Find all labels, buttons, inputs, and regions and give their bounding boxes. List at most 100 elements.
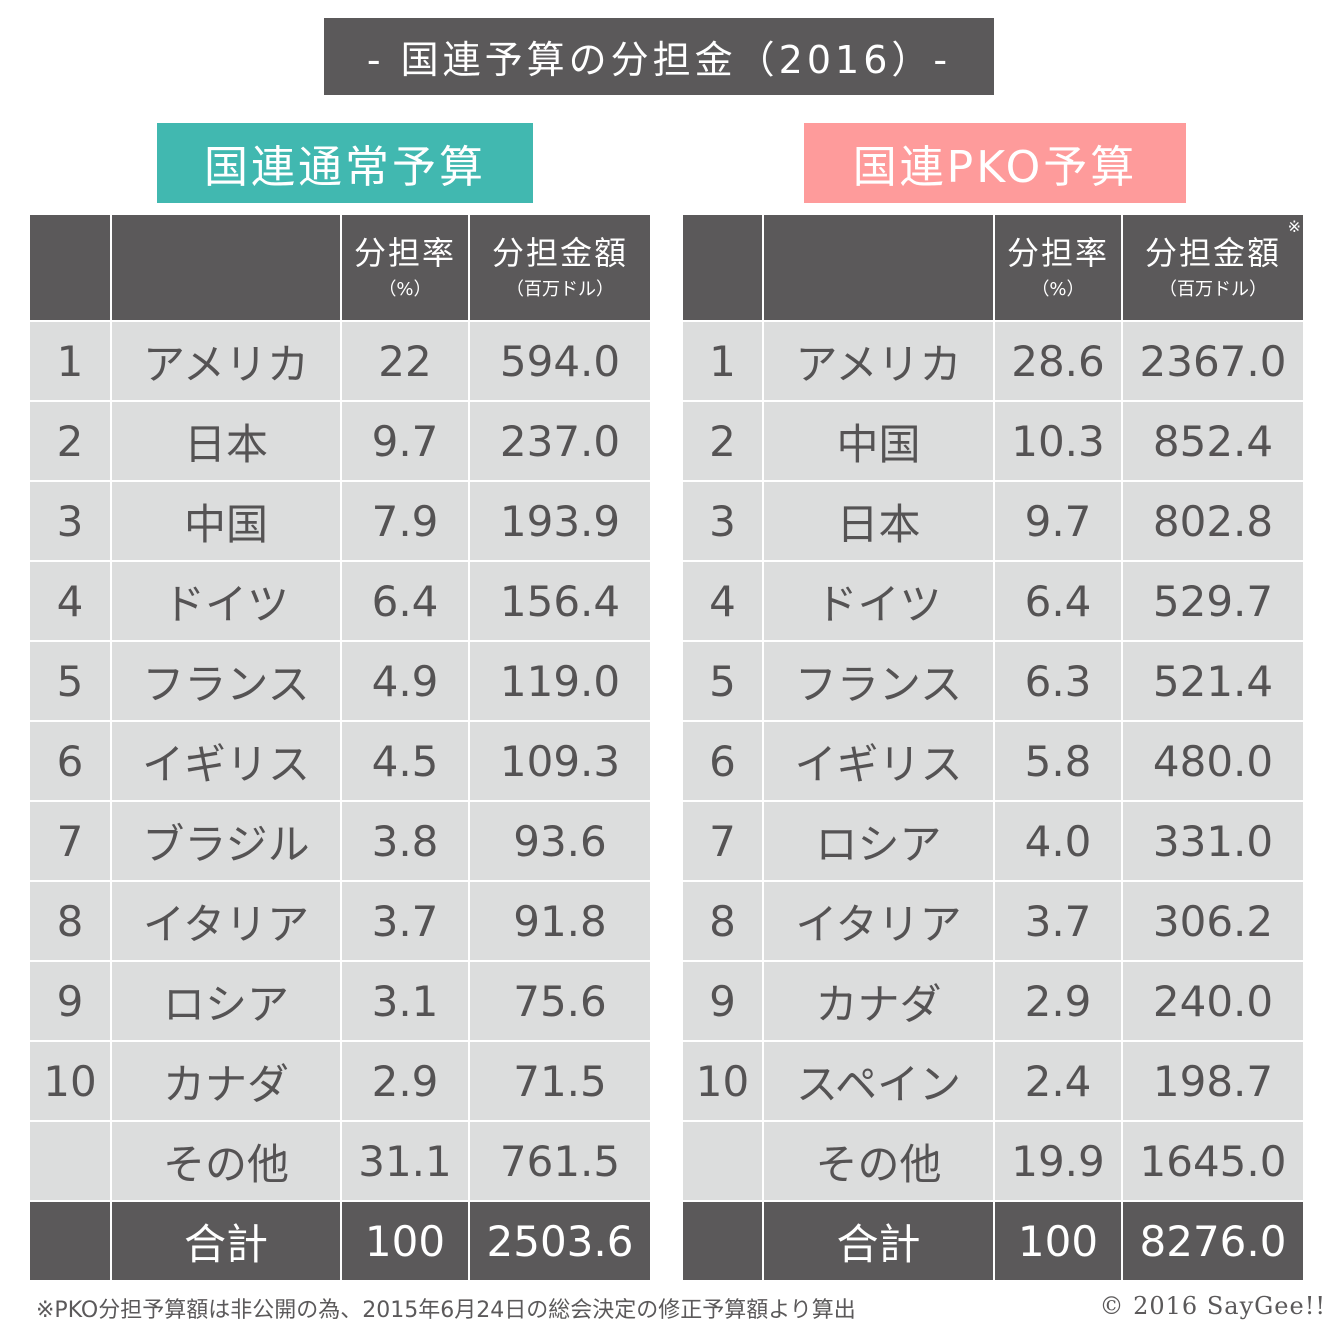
rate: 28.6 <box>995 322 1121 400</box>
rate: 2.9 <box>995 962 1121 1040</box>
rate: 3.7 <box>995 882 1121 960</box>
rank <box>30 1122 110 1200</box>
rank: 3 <box>683 482 762 560</box>
amount: 529.7 <box>1123 562 1303 640</box>
table-row: 6 イギリス 4.5 109.3 <box>30 722 650 800</box>
table-row: 2 中国 10.3 852.4 <box>683 402 1303 480</box>
header-amount-label: 分担金額 <box>1144 233 1281 272</box>
rank: 3 <box>30 482 110 560</box>
rate: 3.8 <box>342 802 468 880</box>
amount: 237.0 <box>470 402 650 480</box>
header-rank-cell <box>683 215 762 320</box>
header-country-cell <box>112 215 340 320</box>
rate: 3.1 <box>342 962 468 1040</box>
pko-budget-title: 国連PKO予算 <box>804 123 1186 203</box>
amount: 240.0 <box>1123 962 1303 1040</box>
country: フランス <box>764 642 993 720</box>
country: アメリカ <box>764 322 993 400</box>
rate: 19.9 <box>995 1122 1121 1200</box>
header-amount-unit: （百万ドル） <box>1159 278 1267 300</box>
table-row: 7 ロシア 4.0 331.0 <box>683 802 1303 880</box>
rank: 4 <box>683 562 762 640</box>
country: その他 <box>764 1122 993 1200</box>
header-rate-label: 分担率 <box>1006 233 1109 272</box>
country: アメリカ <box>112 322 340 400</box>
rank <box>683 1202 762 1280</box>
country: 中国 <box>112 482 340 560</box>
table-row: 8 イタリア 3.7 91.8 <box>30 882 650 960</box>
table-row: 7 ブラジル 3.8 93.6 <box>30 802 650 880</box>
country: 日本 <box>112 402 340 480</box>
amount: 594.0 <box>470 322 650 400</box>
rate: 4.9 <box>342 642 468 720</box>
table-row: 5 フランス 6.3 521.4 <box>683 642 1303 720</box>
rank: 5 <box>30 642 110 720</box>
header-amount-label: 分担金額 <box>491 233 628 272</box>
header-rank-cell <box>30 215 110 320</box>
table-row: 1 アメリカ 28.6 2367.0 <box>683 322 1303 400</box>
header-amount-unit: （百万ドル） <box>506 278 614 300</box>
country: 中国 <box>764 402 993 480</box>
rate: 5.8 <box>995 722 1121 800</box>
table-row: 10 スペイン 2.4 198.7 <box>683 1042 1303 1120</box>
regular-budget-title: 国連通常予算 <box>157 123 533 203</box>
table-row: 6 イギリス 5.8 480.0 <box>683 722 1303 800</box>
footnote-mark: ※ <box>1287 217 1301 236</box>
header-amount-cell: ※ 分担金額 （百万ドル） <box>1123 215 1303 320</box>
rate: 7.9 <box>342 482 468 560</box>
amount: 156.4 <box>470 562 650 640</box>
rate: 9.7 <box>342 402 468 480</box>
amount: 109.3 <box>470 722 650 800</box>
rank: 8 <box>683 882 762 960</box>
country: ドイツ <box>112 562 340 640</box>
rate: 3.7 <box>342 882 468 960</box>
rank: 7 <box>30 802 110 880</box>
total-label: 合計 <box>764 1202 993 1280</box>
table-row: 8 イタリア 3.7 306.2 <box>683 882 1303 960</box>
amount: 331.0 <box>1123 802 1303 880</box>
header-country-cell <box>764 215 993 320</box>
rank: 1 <box>30 322 110 400</box>
rate: 22 <box>342 322 468 400</box>
table-row: 9 ロシア 3.1 75.6 <box>30 962 650 1040</box>
regular-budget-table: 分担率 （%） 分担金額 （百万ドル） 1 アメリカ 22 594.0 2 日本 9.7 2… <box>30 215 650 1282</box>
amount: 193.9 <box>470 482 650 560</box>
table-row: 4 ドイツ 6.4 529.7 <box>683 562 1303 640</box>
country: イタリア <box>112 882 340 960</box>
rank: 9 <box>683 962 762 1040</box>
rate: 4.5 <box>342 722 468 800</box>
table-row: 5 フランス 4.9 119.0 <box>30 642 650 720</box>
rank: 5 <box>683 642 762 720</box>
table-row: 9 カナダ 2.9 240.0 <box>683 962 1303 1040</box>
country: ロシア <box>112 962 340 1040</box>
amount: 306.2 <box>1123 882 1303 960</box>
header-amount-cell: 分担金額 （百万ドル） <box>470 215 650 320</box>
table-row-others: その他 19.9 1645.0 <box>683 1122 1303 1200</box>
header-rate-unit: （%） <box>1031 278 1085 300</box>
rate: 6.4 <box>342 562 468 640</box>
amount: 852.4 <box>1123 402 1303 480</box>
rate: 10.3 <box>995 402 1121 480</box>
table-row: 3 中国 7.9 193.9 <box>30 482 650 560</box>
table-row: 10 カナダ 2.9 71.5 <box>30 1042 650 1120</box>
country: ロシア <box>764 802 993 880</box>
country: スペイン <box>764 1042 993 1120</box>
amount: 198.7 <box>1123 1042 1303 1120</box>
total-label: 合計 <box>112 1202 340 1280</box>
header-rate-label: 分担率 <box>353 233 456 272</box>
header-rate-cell: 分担率 （%） <box>995 215 1121 320</box>
amount: 2367.0 <box>1123 322 1303 400</box>
amount: 91.8 <box>470 882 650 960</box>
amount: 521.4 <box>1123 642 1303 720</box>
footer: ※PKO分担予算額は非公開の為、2015年6月24日の総会決定の修正予算額より算… <box>36 1292 1326 1324</box>
rate: 31.1 <box>342 1122 468 1200</box>
rank: 9 <box>30 962 110 1040</box>
rank: 2 <box>683 402 762 480</box>
amount: 119.0 <box>470 642 650 720</box>
amount: 802.8 <box>1123 482 1303 560</box>
country: イギリス <box>764 722 993 800</box>
rate: 4.0 <box>995 802 1121 880</box>
amount: 71.5 <box>470 1042 650 1120</box>
amount: 93.6 <box>470 802 650 880</box>
rate: 2.9 <box>342 1042 468 1120</box>
